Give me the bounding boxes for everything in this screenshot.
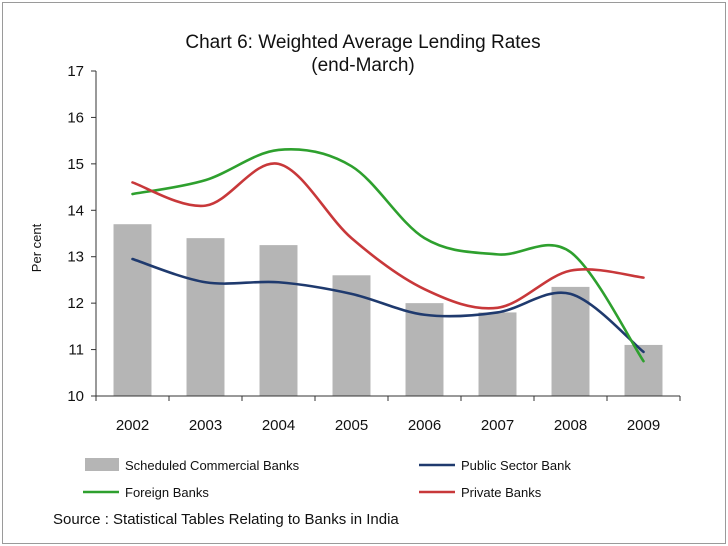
legend-label-scheduled-commercial-banks: Scheduled Commercial Banks	[125, 458, 300, 473]
y-tick-label: 14	[67, 202, 84, 219]
x-tick-label: 2004	[262, 417, 295, 434]
line-private-banks	[131, 162, 645, 310]
y-tick-label: 13	[67, 249, 84, 266]
bar-scheduled-commercial-banks-2007	[478, 312, 517, 396]
legend-label-public-sector-bank: Public Sector Bank	[461, 458, 571, 473]
legend-label-foreign-banks: Foreign Banks	[125, 485, 209, 500]
chart-svg: Chart 6: Weighted Average Lending Rates …	[29, 32, 681, 528]
x-tick-label: 2009	[627, 417, 660, 434]
line-public-sector-bank	[131, 257, 645, 354]
y-tick-label: 16	[67, 109, 84, 126]
bar-scheduled-commercial-banks-2009	[624, 344, 663, 396]
x-tick-label: 2005	[335, 417, 368, 434]
legend-label-private-banks: Private Banks	[461, 485, 542, 500]
y-tick-label: 11	[68, 342, 84, 359]
y-tick-label: 12	[67, 295, 84, 312]
x-tick-label: 2008	[554, 417, 587, 434]
y-tick-label: 15	[67, 156, 84, 173]
plot-area: 10 11 12 13 14 15 16 17 2002 2003 2004 2005 2006 2007…	[67, 63, 681, 434]
y-tick-label: 10	[67, 388, 84, 405]
x-tick-label: 2002	[116, 417, 149, 434]
chart-subtitle: (end-March)	[311, 55, 414, 76]
bar-scheduled-commercial-banks-2006	[405, 303, 444, 396]
bar-scheduled-commercial-banks-2005	[332, 275, 371, 396]
source-note: Source : Statistical Tables Relating to …	[53, 511, 399, 528]
bar-scheduled-commercial-banks-2008	[551, 286, 590, 396]
x-tick-label: 2003	[189, 417, 222, 434]
legend: Scheduled Commercial Banks Public Sector …	[83, 458, 571, 500]
y-tick-label: 17	[67, 63, 84, 80]
legend-swatch-scheduled-commercial-banks	[85, 458, 119, 471]
y-axis-label: Per cent	[29, 223, 44, 272]
bar-scheduled-commercial-banks-2003	[186, 238, 225, 396]
x-tick-label: 2006	[408, 417, 441, 434]
bar-scheduled-commercial-banks-2002	[113, 224, 152, 396]
x-tick-label: 2007	[481, 417, 514, 434]
line-foreign-banks	[131, 148, 645, 363]
bar-scheduled-commercial-banks-2004	[259, 245, 298, 396]
chart-title: Chart 6: Weighted Average Lending Rates	[185, 32, 540, 53]
